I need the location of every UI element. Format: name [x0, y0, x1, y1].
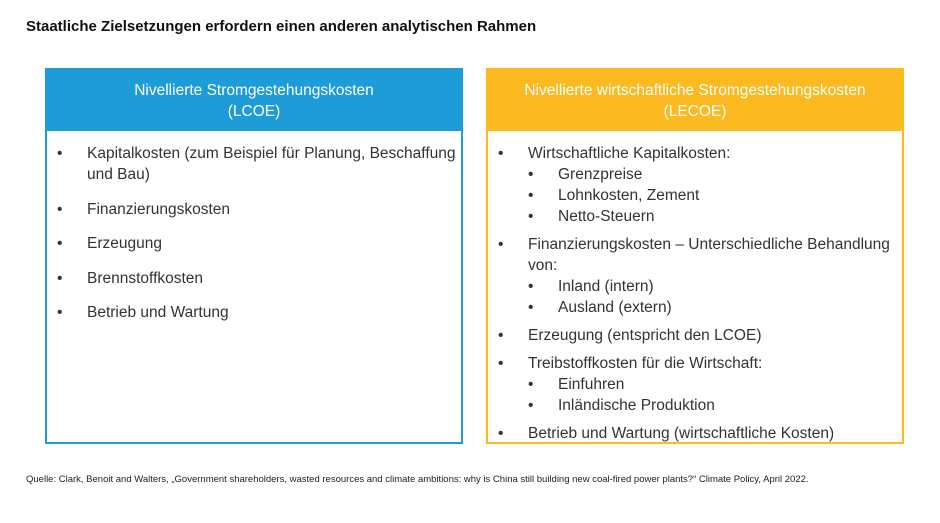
list-item: Brennstoffkosten [57, 268, 461, 289]
list-item-text: Finanzierungskosten – Unterschiedliche B… [528, 236, 890, 274]
header-line: Nivellierte wirtschaftliche Stromgestehu… [524, 81, 866, 99]
sub-list-item: Ausland (extern) [528, 297, 902, 318]
page-title: Staatliche Zielsetzungen erfordern einen… [26, 18, 537, 35]
source-note: Quelle: Clark, Benoit and Walters, „Gove… [26, 474, 809, 485]
list-item: Wirtschaftliche Kapitalkosten: Grenzpreis… [498, 143, 902, 227]
list-item-text: Treibstoffkosten für die Wirtschaft: [528, 355, 763, 372]
sub-list-item: Inland (intern) [528, 276, 902, 297]
list-item: Betrieb und Wartung [57, 302, 461, 323]
list-item: Finanzierungskosten – Unterschiedliche B… [498, 234, 902, 318]
list-item: Finanzierungskosten [57, 199, 461, 220]
lcoe-header: Nivellierte Stromgestehungskosten (LCOE) [47, 70, 461, 131]
header-line: (LCOE) [227, 102, 281, 120]
header-line: Nivellierte Stromgestehungskosten [134, 81, 374, 99]
list-item-text: Wirtschaftliche Kapitalkosten: [528, 145, 731, 162]
lecoe-header: Nivellierte wirtschaftliche Stromgestehu… [488, 70, 902, 131]
lcoe-box: Nivellierte Stromgestehungskosten (LCOE) … [45, 68, 463, 444]
list-item: Betrieb und Wartung (wirtschaftliche Kos… [498, 423, 902, 444]
sub-list-item: Grenzpreise [528, 164, 902, 185]
lecoe-box: Nivellierte wirtschaftliche Stromgestehu… [486, 68, 904, 444]
sub-list: Inland (intern)Ausland (extern) [528, 276, 902, 318]
header-line: (LECOE) [663, 102, 727, 120]
sub-list: GrenzpreiseLohnkosten, ZementNetto-Steue… [528, 164, 902, 227]
list-item-text: Betrieb und Wartung (wirtschaftliche Kos… [528, 425, 835, 442]
sub-list: EinfuhrenInländische Produktion [528, 374, 902, 416]
sub-list-item: Inländische Produktion [528, 395, 902, 416]
lecoe-list: Wirtschaftliche Kapitalkosten: Grenzpreis… [488, 131, 902, 444]
list-item: Erzeugung [57, 233, 461, 254]
list-item: Erzeugung (entspricht den LCOE) [498, 325, 902, 346]
list-item: Kapitalkosten (zum Beispiel für Planung,… [57, 143, 461, 185]
list-item-text: Erzeugung (entspricht den LCOE) [528, 327, 762, 344]
sub-list-item: Netto-Steuern [528, 206, 902, 227]
sub-list-item: Einfuhren [528, 374, 902, 395]
sub-list-item: Lohnkosten, Zement [528, 185, 902, 206]
list-item: Treibstoffkosten für die Wirtschaft: Einf… [498, 353, 902, 416]
lcoe-list: Kapitalkosten (zum Beispiel für Planung,… [47, 131, 461, 323]
